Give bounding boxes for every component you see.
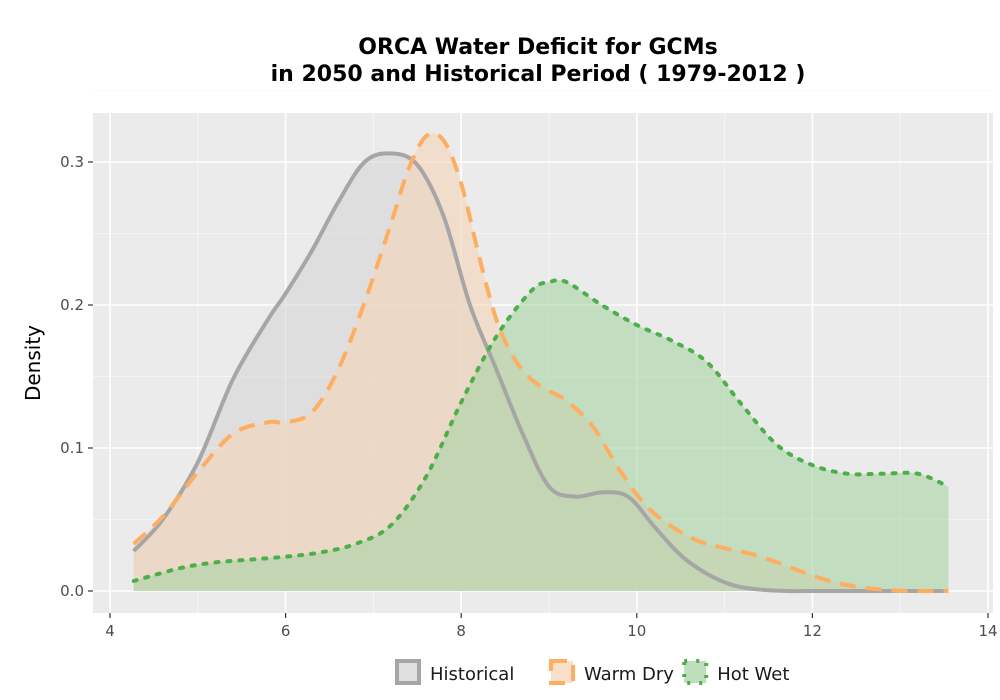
density-line-warm-dry <box>132 131 949 594</box>
chart-title: ORCA Water Deficit for GCMs in 2050 and … <box>271 35 806 87</box>
legend-key-warm-dry <box>549 659 575 685</box>
legend-label-warm-dry: Warm Dry <box>584 664 674 685</box>
density-area-hot-wet <box>133 280 949 591</box>
legend-key-hot-wet <box>682 659 709 685</box>
x-tick-label: 8 <box>456 622 466 640</box>
legend-label-historical: Historical <box>430 664 514 685</box>
y-axis: 0.0 0.1 0.2 0.3 <box>60 153 93 600</box>
chart-title-line-1: ORCA Water Deficit for GCMs <box>358 35 717 60</box>
legend: Historical Warm Dry Hot Wet <box>395 659 789 685</box>
x-tick-label: 4 <box>105 622 115 640</box>
y-axis-title: Density <box>21 325 45 401</box>
y-tick-label: 0.2 <box>60 296 84 314</box>
x-tick-label: 12 <box>803 622 822 640</box>
legend-item-historical: Historical <box>395 659 514 685</box>
density-line-historical <box>132 151 949 594</box>
y-tick-label: 0.1 <box>60 439 84 457</box>
y-tick-label: 0.3 <box>60 153 84 171</box>
legend-item-hot-wet: Hot Wet <box>682 659 789 685</box>
legend-label-hot-wet: Hot Wet <box>717 664 789 685</box>
x-tick-label: 6 <box>281 622 291 640</box>
x-tick-label: 10 <box>627 622 646 640</box>
x-tick-label: 14 <box>978 622 997 640</box>
legend-item-warm-dry: Warm Dry <box>549 659 674 685</box>
density-line-hot-wet <box>131 278 951 583</box>
x-axis: 4 6 8 10 12 14 <box>105 613 998 640</box>
density-areas <box>133 133 949 592</box>
density-area-warm-dry <box>133 133 949 592</box>
chart-title-line-2: in 2050 and Historical Period ( 1979-201… <box>271 62 806 87</box>
y-tick-label: 0.0 <box>60 582 84 600</box>
legend-key-historical <box>395 659 421 685</box>
density-lines <box>131 131 951 594</box>
